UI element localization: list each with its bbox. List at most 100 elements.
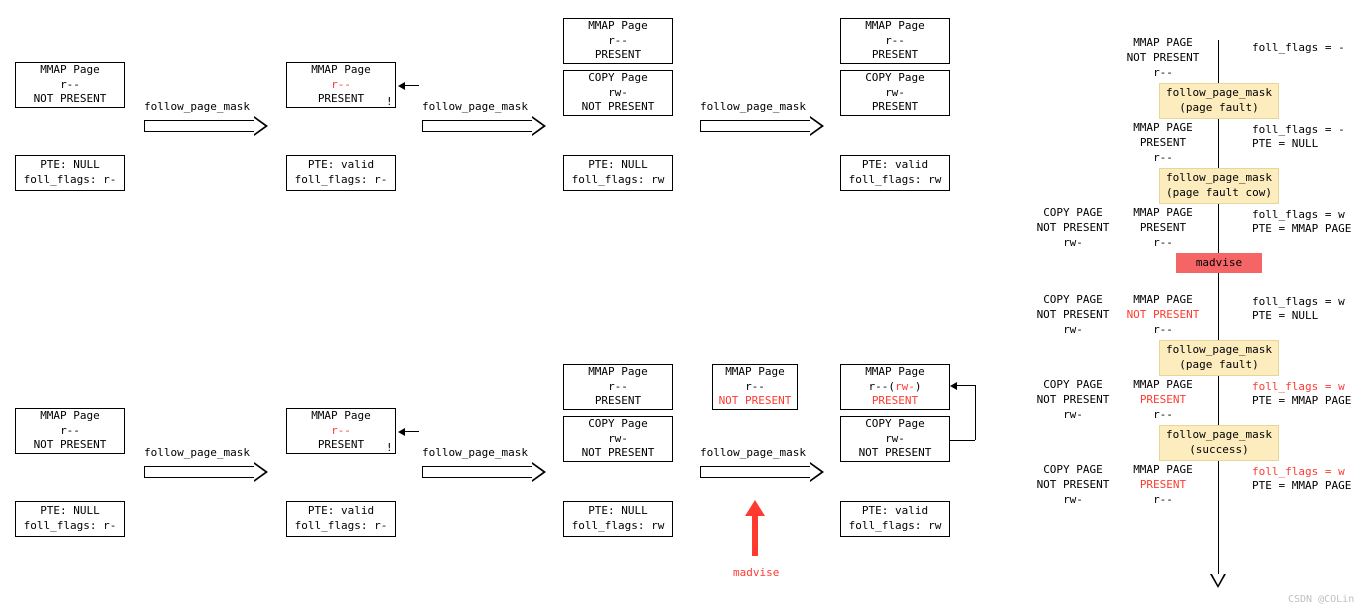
r4-m-perm: r--: [1153, 323, 1173, 338]
t2-pte-a: PTE: valid: [308, 158, 374, 173]
b2-tiny-arrow: [398, 428, 405, 436]
b4-line-vert: [975, 385, 976, 440]
b4-copy: COPY Page rw- NOT PRESENT: [840, 416, 950, 462]
t2-pte: PTE: valid foll_flags: r-: [286, 155, 396, 191]
r2-f2: PTE = NULL: [1252, 137, 1318, 150]
t4-copy: COPY Page rw- PRESENT: [840, 70, 950, 116]
r6-c-title: COPY PAGE: [1043, 463, 1103, 478]
t-arrow3-label: follow_page_mask: [700, 100, 806, 113]
b4-mmap-title: MMAP Page: [865, 365, 925, 380]
b3-mmap-pres: PRESENT: [595, 394, 641, 409]
b2-tiny-line: [405, 431, 419, 432]
r5-c-perm: rw-: [1063, 408, 1083, 423]
t3-pte-a: PTE: NULL: [588, 158, 648, 173]
b-arrow1-head: [254, 462, 268, 482]
r5-m-pres: PRESENT: [1140, 393, 1186, 408]
r2-m-perm: r--: [1153, 151, 1173, 166]
t1-mmap-title: MMAP Page: [40, 63, 100, 78]
b3-mmap-perm: r--: [608, 380, 628, 395]
b1-pte-a: PTE: NULL: [40, 504, 100, 519]
t4-mmap-pres: PRESENT: [872, 48, 918, 63]
b-arrow2: [422, 466, 532, 478]
b4-mmap-pres: PRESENT: [872, 394, 918, 409]
r-hl4-a: follow_page_mask: [1166, 428, 1272, 443]
r-hl2-b: (page fault cow): [1166, 186, 1272, 201]
t-arrow3-head: [810, 116, 824, 136]
t3-copy-pres: NOT PRESENT: [582, 100, 655, 115]
b4-line-top: [957, 385, 975, 386]
r3-m: MMAP PAGE PRESENT r--: [1120, 203, 1206, 254]
r6-c-pres: NOT PRESENT: [1037, 478, 1110, 493]
t1-pte-b: foll_flags: r-: [24, 173, 117, 188]
b4-copy-pres: NOT PRESENT: [859, 446, 932, 461]
t2-mmap-perm: r--: [331, 78, 351, 93]
t-arrow2-label: follow_page_mask: [422, 100, 528, 113]
b3-mmap: MMAP Page r-- PRESENT: [563, 364, 673, 410]
b-madvise-mmap-title: MMAP Page: [725, 365, 785, 380]
t3-mmap-perm: r--: [608, 34, 628, 49]
t4-mmap: MMAP Page r-- PRESENT: [840, 18, 950, 64]
b-arrow2-head: [532, 462, 546, 482]
t3-pte: PTE: NULL foll_flags: rw: [563, 155, 673, 191]
t3-mmap-title: MMAP Page: [588, 19, 648, 34]
r4-c-title: COPY PAGE: [1043, 293, 1103, 308]
r3-f2: PTE = MMAP PAGE: [1252, 222, 1351, 235]
r3-c: COPY PAGE NOT PRESENT rw-: [1030, 203, 1116, 254]
r1-m-title: MMAP PAGE: [1133, 36, 1193, 51]
t-arrow1-label: follow_page_mask: [144, 100, 250, 113]
t4-pte-b: foll_flags: rw: [849, 173, 942, 188]
r3-m-pres: PRESENT: [1140, 221, 1186, 236]
t4-copy-pres: PRESENT: [872, 100, 918, 115]
r-madvise-label: madvise: [1196, 256, 1242, 271]
r4-m-title: MMAP PAGE: [1133, 293, 1193, 308]
r4-c-pres: NOT PRESENT: [1037, 308, 1110, 323]
b-arrow1-label: follow_page_mask: [144, 446, 250, 459]
b4-pte-a: PTE: valid: [862, 504, 928, 519]
t4-mmap-title: MMAP Page: [865, 19, 925, 34]
t3-copy: COPY Page rw- NOT PRESENT: [563, 70, 673, 116]
t-arrow1-head: [254, 116, 268, 136]
b3-copy-pres: NOT PRESENT: [582, 446, 655, 461]
b1-mmap-title: MMAP Page: [40, 409, 100, 424]
b3-pte-a: PTE: NULL: [588, 504, 648, 519]
r2-f1: foll_flags = -: [1252, 123, 1345, 136]
b2-mmap-perm: r--: [331, 424, 351, 439]
t3-copy-perm: rw-: [608, 86, 628, 101]
t3-pte-b: foll_flags: rw: [572, 173, 665, 188]
r3-m-perm: r--: [1153, 236, 1173, 251]
r3-m-title: MMAP PAGE: [1133, 206, 1193, 221]
r5-c-pres: NOT PRESENT: [1037, 393, 1110, 408]
red-arrow-shaft: [752, 516, 758, 556]
r5-f2: PTE = MMAP PAGE: [1252, 394, 1351, 407]
r4-m-pres: NOT PRESENT: [1127, 308, 1200, 323]
b3-pte: PTE: NULL foll_flags: rw: [563, 501, 673, 537]
b-arrow3: [700, 466, 810, 478]
b2-pte-a: PTE: valid: [308, 504, 374, 519]
b4-arrow-top: [950, 382, 957, 390]
b4-pte-b: foll_flags: rw: [849, 519, 942, 534]
r5-c-title: COPY PAGE: [1043, 378, 1103, 393]
t4-pte: PTE: valid foll_flags: rw: [840, 155, 950, 191]
b1-pte: PTE: NULL foll_flags: r-: [15, 501, 125, 537]
r-hl3-a: follow_page_mask: [1166, 343, 1272, 358]
t1-pte: PTE: NULL foll_flags: r-: [15, 155, 125, 191]
timeline-head: [1210, 574, 1226, 588]
r3-c-title: COPY PAGE: [1043, 206, 1103, 221]
b3-copy-title: COPY Page: [588, 417, 648, 432]
r4-c-perm: rw-: [1063, 323, 1083, 338]
red-arrow-head: [745, 500, 765, 516]
r2-m-title: MMAP PAGE: [1133, 121, 1193, 136]
r5-m-title: MMAP PAGE: [1133, 378, 1193, 393]
r3-f1: foll_flags = w: [1252, 208, 1345, 221]
b1-mmap-pres: NOT PRESENT: [34, 438, 107, 453]
r4-c: COPY PAGE NOT PRESENT rw-: [1030, 290, 1116, 341]
r2-m: MMAP PAGE PRESENT r--: [1120, 118, 1206, 169]
r3-c-pres: NOT PRESENT: [1037, 221, 1110, 236]
r1-m-pres: NOT PRESENT: [1127, 51, 1200, 66]
t1-pte-a: PTE: NULL: [40, 158, 100, 173]
b-madvise-mmap-perm: r--: [745, 380, 765, 395]
r-hl1-a: follow_page_mask: [1166, 86, 1272, 101]
b4-line-bot: [950, 440, 975, 441]
r4-f1: foll_flags = w: [1252, 295, 1345, 308]
t3-mmap-pres: PRESENT: [595, 48, 641, 63]
